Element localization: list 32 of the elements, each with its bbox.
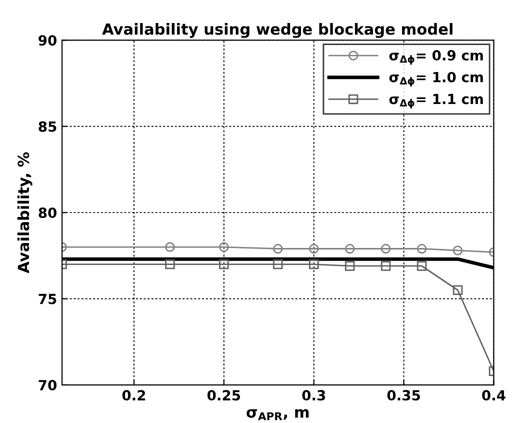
legend-label: σ$_{Δϕ}$= 1.0 cm bbox=[389, 72, 483, 86]
point bbox=[416, 261, 427, 271]
point bbox=[452, 285, 463, 295]
point bbox=[344, 244, 355, 254]
point bbox=[309, 244, 319, 254]
y-tick-label: 85 bbox=[38, 121, 56, 132]
legend-label: σ$_{Δϕ}$= 0.9 cm bbox=[389, 50, 483, 65]
y-tick-label: 75 bbox=[38, 294, 56, 304]
point bbox=[273, 244, 283, 254]
x-tick-label: 0.35 bbox=[387, 390, 420, 401]
x-tick-label: 0.2 bbox=[122, 390, 146, 401]
point bbox=[380, 244, 391, 254]
point bbox=[452, 246, 463, 256]
point bbox=[380, 261, 391, 271]
x-tick-label: 0.4 bbox=[482, 390, 506, 401]
point bbox=[273, 259, 283, 270]
point bbox=[165, 242, 175, 252]
chart-title: Availability using wedge blockage model bbox=[102, 23, 452, 38]
x-tick-label: 0.3 bbox=[302, 390, 326, 401]
point bbox=[165, 259, 175, 270]
y-axis-title: Availability, % bbox=[17, 152, 32, 274]
point bbox=[219, 242, 229, 252]
x-tick-label: 0.25 bbox=[207, 390, 240, 401]
point bbox=[344, 261, 355, 271]
y-tick-label: 80 bbox=[38, 208, 57, 218]
legend-label: σ$_{Δϕ}$= 1.1 cm bbox=[389, 94, 483, 108]
point bbox=[219, 259, 229, 270]
y-tick-label: 70 bbox=[38, 380, 57, 390]
point bbox=[416, 244, 427, 254]
x-axis-title: σ$_{APR}$, m bbox=[246, 409, 309, 420]
y-tick-label: 90 bbox=[38, 35, 57, 46]
point bbox=[309, 259, 319, 270]
